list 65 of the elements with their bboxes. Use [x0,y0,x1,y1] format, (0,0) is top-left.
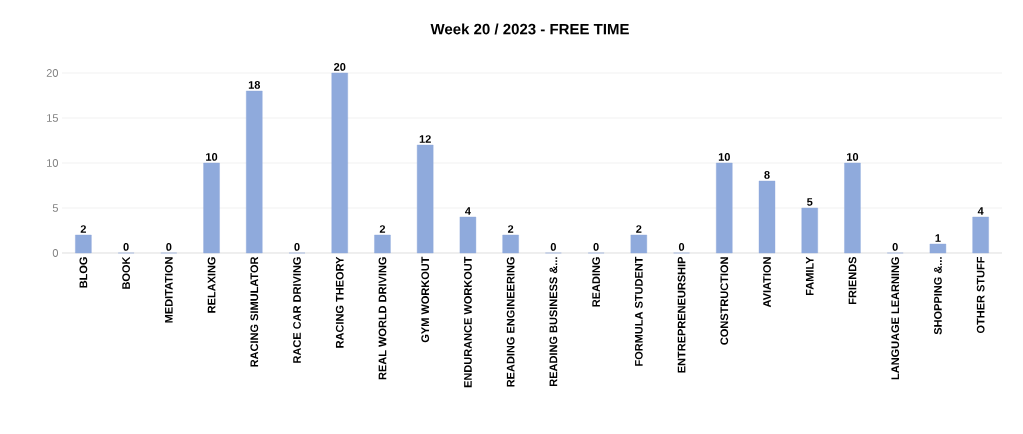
x-tick-label: CONSTRUCTION [720,257,729,345]
bar [502,234,519,254]
data-label: 10 [206,153,218,161]
data-label: 1 [935,234,941,242]
x-tick-label: SHOPPING &... [934,257,942,335]
x-tick-label: READING [592,257,600,307]
data-label: 0 [678,243,685,251]
bar [459,216,477,254]
data-label: 0 [593,243,599,251]
x-tick-label: AVIATION [763,257,771,308]
y-tick-label: 20 [46,69,59,77]
x-tick-label: OTHER STUFF [976,256,985,334]
data-label: 10 [847,153,859,161]
x-tick-label: RACING SIMULATOR [250,256,259,367]
data-label: 0 [123,243,129,251]
data-label: 12 [419,135,431,143]
data-label: 20 [333,63,346,71]
chart-title: Week 20 / 2023 - FREE TIME [430,23,629,35]
data-label: 2 [636,225,642,233]
data-label: 4 [465,207,471,215]
x-tick-label: FAMILY [805,256,814,296]
bar [374,234,391,254]
bar [203,162,220,254]
bar [801,207,818,254]
x-tick-label: LANGUAGE LEARNING [891,257,900,380]
x-tick-label: RELAXING [207,257,216,313]
bar [716,162,733,254]
bar [246,90,263,254]
x-tick-label: BLOG [79,257,88,288]
bar [630,234,648,254]
data-label: 2 [507,225,514,233]
x-tick-label: READING ENGINEERING [506,257,515,387]
bar [972,216,989,254]
data-label: 0 [892,243,898,251]
data-label: 10 [718,153,730,161]
x-tick-label: RACING THEORY [335,256,344,348]
data-label: 5 [807,198,813,206]
x-tick-label: REAL WORLD DRIVING [378,257,387,380]
data-label: 2 [80,225,86,233]
x-tick-label: FORMULA STUDENT [634,256,643,366]
data-label: 0 [294,243,300,251]
data-label: 4 [977,207,984,215]
data-label: 2 [379,225,386,233]
x-tick-label: FRIENDS [848,256,857,305]
y-tick-label: 5 [52,204,58,212]
bar [844,162,861,254]
y-tick-label: 15 [47,114,58,122]
x-tick-label: READING BUSINESS &... [549,257,558,386]
y-tick-label: 0 [52,249,59,257]
x-tick-label: RACE CAR DRIVING [293,257,301,363]
x-tick-label: ENDURANCE WORKOUT [464,256,472,388]
bar [416,144,434,254]
bar [758,180,776,254]
x-tick-label: ENTREPRENEURSHIP [677,256,686,373]
y-tick-label: 10 [47,159,59,167]
data-label: 18 [248,81,261,89]
bar [929,243,947,254]
bar [331,72,348,254]
data-label: 8 [764,171,770,179]
bar [75,234,92,254]
x-tick-label: MEDITATION [164,257,173,323]
x-tick-label: BOOK [122,256,130,289]
x-tick-label: GYM WORKOUT [421,256,430,343]
data-label: 0 [550,243,556,251]
data-label: 0 [166,243,172,251]
